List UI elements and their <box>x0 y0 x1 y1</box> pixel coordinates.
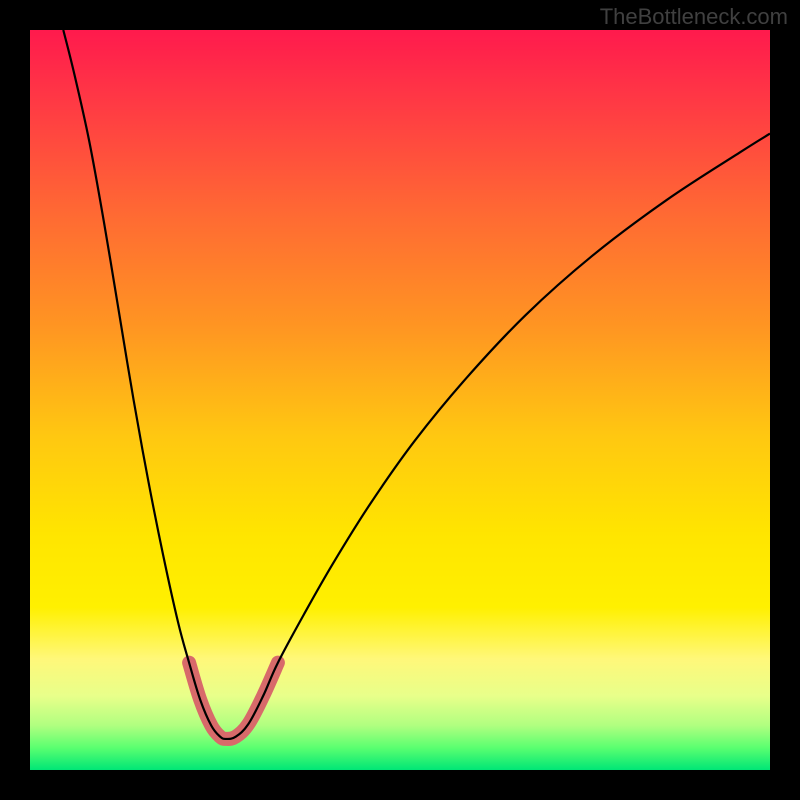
curve-line <box>63 30 770 739</box>
curve-highlight <box>189 663 278 739</box>
bottleneck-curve <box>30 30 770 770</box>
chart-area <box>30 30 770 770</box>
watermark-text: TheBottleneck.com <box>600 4 788 30</box>
